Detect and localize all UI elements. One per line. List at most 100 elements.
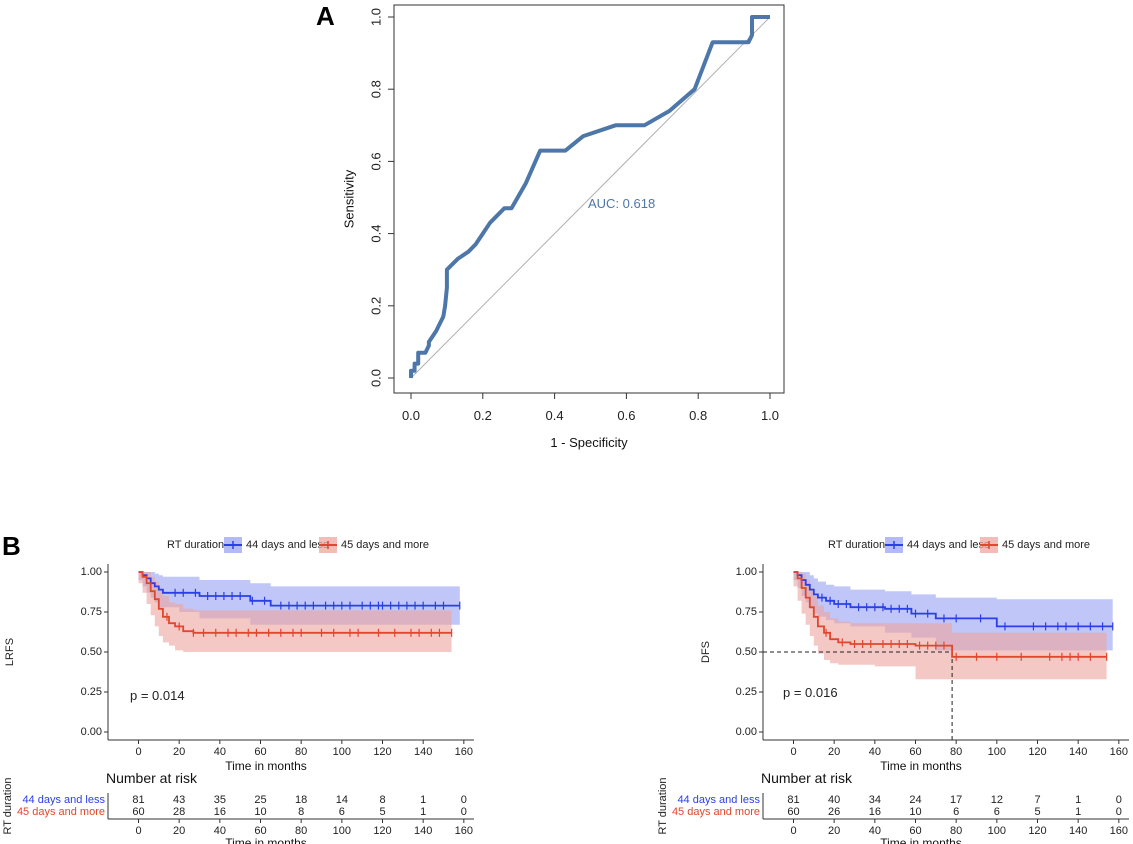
risk-count: 81 bbox=[132, 794, 144, 806]
x-tick-label: 0.0 bbox=[402, 408, 420, 423]
x-tick-label: 40 bbox=[869, 746, 881, 758]
risk-count: 5 bbox=[1034, 806, 1040, 818]
risk-x-tick-label: 100 bbox=[333, 825, 351, 837]
x-tick-label: 140 bbox=[414, 746, 432, 758]
risk-count: 26 bbox=[828, 806, 840, 818]
risk-count: 6 bbox=[953, 806, 959, 818]
risk-count: 81 bbox=[787, 794, 799, 806]
confidence-band-44-less bbox=[793, 572, 1113, 651]
x-tick-label: 160 bbox=[1110, 746, 1128, 758]
y-tick-label: 0.50 bbox=[736, 646, 757, 658]
risk-x-tick-label: 20 bbox=[828, 825, 840, 837]
x-tick-label: 0 bbox=[790, 746, 796, 758]
x-tick-label: 80 bbox=[295, 746, 307, 758]
risk-count: 60 bbox=[787, 806, 799, 818]
risk-x-tick-label: 120 bbox=[1028, 825, 1046, 837]
x-axis-label: 1 - Specificity bbox=[550, 435, 628, 450]
y-axis-label: Sensitivity bbox=[342, 169, 357, 228]
panel-b-label: B bbox=[2, 531, 21, 561]
x-axis-label: Time in months bbox=[225, 759, 307, 773]
risk-count: 1 bbox=[1075, 794, 1081, 806]
risk-x-tick-label: 140 bbox=[1069, 825, 1087, 837]
risk-count: 40 bbox=[828, 794, 840, 806]
km-dfs-plot: RT duration 44 days and less 45 days and m… bbox=[657, 537, 1129, 844]
risk-count: 0 bbox=[461, 806, 467, 818]
panel-a-label: A bbox=[316, 1, 335, 31]
risk-count: 60 bbox=[132, 806, 144, 818]
y-tick-label: 0.0 bbox=[369, 369, 384, 387]
x-tick-label: 120 bbox=[1028, 746, 1046, 758]
x-tick-label: 20 bbox=[828, 746, 840, 758]
risk-count: 0 bbox=[1116, 806, 1122, 818]
risk-row-label: 44 days and less bbox=[22, 794, 105, 806]
x-tick-label: 140 bbox=[1069, 746, 1087, 758]
y-tick-label: 1.00 bbox=[81, 566, 102, 578]
risk-count: 35 bbox=[214, 794, 226, 806]
x-tick-label: 20 bbox=[173, 746, 185, 758]
risk-x-tick-label: 0 bbox=[790, 825, 796, 837]
y-tick-label: 1.0 bbox=[369, 8, 384, 26]
x-tick-label: 40 bbox=[214, 746, 226, 758]
risk-x-tick-label: 60 bbox=[909, 825, 921, 837]
x-tick-label: 0.2 bbox=[474, 408, 492, 423]
legend-label-44-less: 44 days and less bbox=[907, 539, 990, 551]
x-tick-label: 60 bbox=[254, 746, 266, 758]
risk-count: 10 bbox=[254, 806, 266, 818]
risk-count: 0 bbox=[461, 794, 467, 806]
x-tick-label: 0.8 bbox=[689, 408, 707, 423]
risk-row-label: 45 days and more bbox=[672, 806, 760, 818]
risk-count: 1 bbox=[420, 806, 426, 818]
km-lrfs-plot: RT duration 44 days and less 45 days and m… bbox=[2, 537, 474, 844]
risk-x-tick-label: 40 bbox=[214, 825, 226, 837]
risk-y-axis-label: RT duration bbox=[657, 777, 669, 834]
risk-x-tick-label: 80 bbox=[950, 825, 962, 837]
roc-plot: 0.0 0.2 0.4 0.6 0.8 1.0 0.0 0.2 0.4 0.6 0.8 1.0 1 - … bbox=[342, 4, 785, 450]
y-tick-label: 0.75 bbox=[81, 606, 102, 618]
risk-count: 10 bbox=[909, 806, 921, 818]
risk-table-title: Number at risk bbox=[106, 770, 198, 786]
x-tick-label: 60 bbox=[909, 746, 921, 758]
risk-x-tick-label: 120 bbox=[373, 825, 391, 837]
risk-x-tick-label: 0 bbox=[135, 825, 141, 837]
risk-count: 18 bbox=[295, 794, 307, 806]
risk-count: 8 bbox=[379, 794, 385, 806]
risk-x-tick-label: 80 bbox=[295, 825, 307, 837]
x-tick-label: 100 bbox=[333, 746, 351, 758]
risk-x-axis-label: Time in months bbox=[225, 836, 307, 844]
x-axis-label: Time in months bbox=[880, 759, 962, 773]
risk-x-tick-label: 60 bbox=[254, 825, 266, 837]
plot-frame bbox=[393, 4, 785, 394]
risk-x-tick-label: 40 bbox=[869, 825, 881, 837]
y-tick-label: 0.8 bbox=[369, 80, 384, 98]
x-tick-label: 0.4 bbox=[546, 408, 564, 423]
risk-count: 6 bbox=[339, 806, 345, 818]
risk-count: 7 bbox=[1034, 794, 1040, 806]
legend-label-44-less: 44 days and less bbox=[246, 539, 329, 551]
risk-x-tick-label: 100 bbox=[988, 825, 1006, 837]
risk-x-tick-label: 160 bbox=[1110, 825, 1128, 837]
p-value: p = 0.016 bbox=[783, 685, 838, 700]
x-tick-label: 160 bbox=[455, 746, 473, 758]
roc-curve bbox=[409, 15, 770, 378]
x-tick-label: 80 bbox=[950, 746, 962, 758]
x-tick-label: 0.6 bbox=[617, 408, 635, 423]
y-axis-label: DFS bbox=[700, 641, 712, 663]
auc-annotation: AUC: 0.618 bbox=[588, 196, 655, 211]
survival-curve-45-more bbox=[138, 571, 452, 634]
risk-count: 17 bbox=[950, 794, 962, 806]
y-axis-label: LRFS bbox=[4, 638, 16, 666]
risk-count: 43 bbox=[173, 794, 185, 806]
risk-x-tick-label: 160 bbox=[455, 825, 473, 837]
risk-count: 8 bbox=[298, 806, 304, 818]
y-tick-label: 0.4 bbox=[369, 225, 384, 243]
risk-count: 28 bbox=[173, 806, 185, 818]
legend-title: RT duration bbox=[828, 539, 885, 551]
risk-count: 1 bbox=[1075, 806, 1081, 818]
risk-count: 16 bbox=[869, 806, 881, 818]
risk-count: 24 bbox=[909, 794, 921, 806]
risk-count: 5 bbox=[379, 806, 385, 818]
risk-x-axis-label: Time in months bbox=[880, 836, 962, 844]
risk-count: 16 bbox=[214, 806, 226, 818]
risk-count: 1 bbox=[420, 794, 426, 806]
survival-curve-44-less bbox=[793, 571, 1113, 628]
